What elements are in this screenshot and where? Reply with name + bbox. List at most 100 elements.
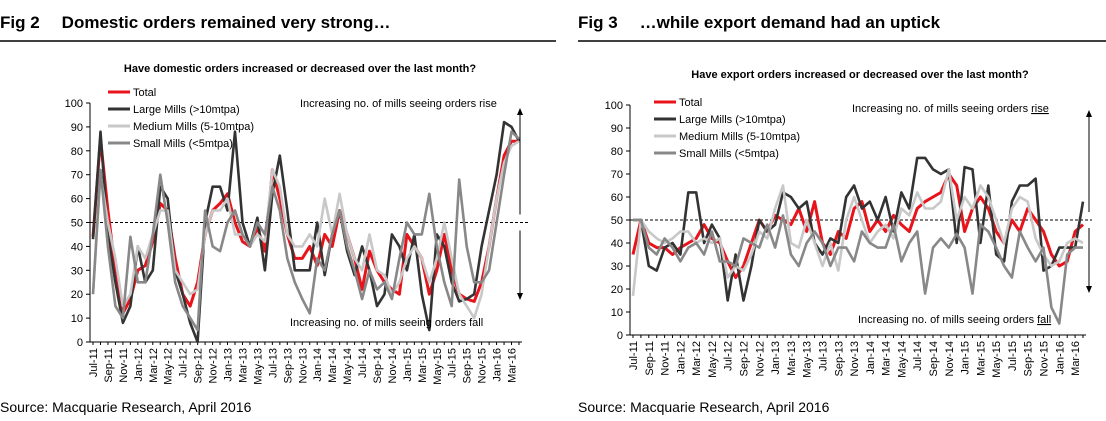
- legend-label: Total: [679, 97, 702, 109]
- fig-heading: Fig 3 …while export demand had an uptick: [578, 13, 941, 32]
- x-tick-label: Sep-14: [372, 348, 384, 383]
- y-tick-label: 90: [611, 123, 623, 135]
- y-tick-label: 80: [611, 146, 623, 158]
- y-tick-label: 100: [605, 100, 623, 112]
- text-part: Fig 3: [578, 13, 618, 32]
- x-tick-label: Nov-14: [944, 341, 956, 376]
- y-tick-label: 40: [611, 238, 623, 250]
- x-tick-label: Nov-15: [1039, 341, 1051, 376]
- legend-label: Medium Mills (5-10mtpa): [679, 131, 800, 143]
- x-tick-label: May-13: [802, 341, 814, 378]
- x-tick-label: Mar-13: [237, 348, 249, 383]
- text-part: rise: [479, 98, 497, 110]
- annotation: Increasing no. of mills seeing orders fal…: [290, 317, 483, 329]
- text-part: …while export demand had an uptick: [640, 13, 941, 32]
- x-tick-label: Jan-14: [865, 341, 877, 375]
- x-tick-label: Jul-13: [817, 341, 829, 371]
- x-tick-label: Mar-12: [148, 348, 160, 383]
- y-tick-label: 60: [71, 194, 83, 206]
- y-tick-label: 40: [71, 241, 83, 253]
- arrow-head: [517, 293, 523, 300]
- x-tick-label: Jan-14: [312, 348, 324, 382]
- x-tick-label: Sep-15: [1023, 341, 1035, 376]
- legend-label: Medium Mills (5-10mtpa): [133, 121, 254, 133]
- legend-label: Small Mills (<5mtpa): [679, 148, 779, 160]
- x-tick-label: Nov-13: [849, 341, 861, 376]
- x-tick-label: Nov-11: [118, 348, 130, 383]
- y-tick-label: 10: [611, 307, 623, 319]
- x-tick-label: Sep-12: [193, 348, 205, 383]
- x-tick-label: Sep-13: [833, 341, 845, 376]
- x-tick-label: Jul-14: [912, 341, 924, 371]
- legend-label: Large Mills (>10mtpa): [679, 114, 786, 126]
- x-tick-label: Mar-16: [507, 348, 519, 383]
- y-tick-label: 0: [77, 337, 83, 349]
- x-tick-label: Jul-11: [88, 348, 100, 377]
- x-tick-label: May-12: [163, 348, 175, 385]
- x-tick-label: Nov-11: [660, 341, 672, 376]
- y-tick-label: 70: [71, 170, 83, 182]
- text-part: rise: [1031, 103, 1049, 115]
- x-tick-label: Sep-14: [928, 341, 940, 376]
- text-part: Domestic orders remained very strong…: [62, 13, 391, 32]
- annotation: Increasing no. of mills seeing orders ris…: [852, 103, 1049, 115]
- series-line: [91, 130, 520, 332]
- series-line: [633, 214, 1083, 325]
- text-part: fall: [469, 317, 483, 329]
- x-tick-label: May-12: [707, 341, 719, 378]
- text-part: fall: [1037, 314, 1051, 326]
- y-tick-label: 50: [71, 218, 83, 230]
- text-part: Increasing no. of mills seeing orders: [858, 314, 1035, 326]
- x-tick-label: Jul-11: [628, 341, 640, 370]
- x-tick-label: May-14: [342, 348, 354, 385]
- x-tick-label: Jan-16: [1054, 341, 1066, 375]
- y-tick-label: 60: [611, 192, 623, 204]
- arrow-head: [1086, 110, 1092, 117]
- x-tick-label: Sep-13: [282, 348, 294, 383]
- x-tick-label: May-15: [432, 348, 444, 385]
- x-tick-label: Jul-14: [357, 348, 369, 378]
- x-tick-label: Sep-11: [644, 341, 656, 376]
- legend-label: Small Mills (<5mtpa): [133, 138, 233, 150]
- x-tick-label: Nov-15: [477, 348, 489, 383]
- arrow-head: [517, 108, 523, 115]
- x-tick-label: Jul-13: [267, 348, 279, 378]
- x-tick-label: Jan-16: [492, 348, 504, 382]
- x-tick-label: Nov-13: [297, 348, 309, 383]
- x-tick-label: Mar-16: [1070, 341, 1082, 376]
- text-part: Increasing no. of mills seeing orders: [300, 98, 477, 110]
- x-tick-label: Jan-12: [675, 341, 687, 375]
- y-tick-label: 80: [71, 146, 83, 158]
- y-tick-label: 70: [611, 169, 623, 181]
- source: Source: Macquarie Research, April 2016: [578, 399, 830, 415]
- chart-title: Have export orders increased or decrease…: [691, 69, 1029, 81]
- x-tick-label: May-15: [991, 341, 1003, 378]
- x-tick-label: Nov-12: [754, 341, 766, 376]
- x-tick-label: Nov-12: [208, 348, 220, 383]
- x-tick-label: Nov-14: [387, 348, 399, 383]
- x-tick-label: Jul-12: [178, 348, 190, 378]
- series-line: [91, 140, 520, 320]
- x-tick-label: Sep-11: [103, 348, 115, 383]
- y-tick-label: 20: [611, 284, 623, 296]
- x-tick-label: Jul-15: [1007, 341, 1019, 371]
- y-tick-label: 30: [71, 265, 83, 277]
- x-tick-label: Jan-15: [402, 348, 414, 382]
- y-tick-label: 10: [71, 313, 83, 325]
- x-tick-label: Mar-15: [417, 348, 429, 383]
- y-tick-label: 30: [611, 261, 623, 273]
- annotation: Increasing no. of mills seeing orders fal…: [858, 314, 1051, 326]
- source: Source: Macquarie Research, April 2016: [0, 399, 252, 415]
- text-part: Increasing no. of mills seeing orders: [852, 103, 1029, 115]
- text-part: Increasing no. of mills seeing orders: [290, 317, 467, 329]
- x-tick-label: May-14: [896, 341, 908, 378]
- legend-label: Large Mills (>10mtpa): [133, 104, 240, 116]
- chart-title: Have domestic orders increased or decrea…: [123, 63, 477, 75]
- x-tick-label: Sep-15: [462, 348, 474, 383]
- x-tick-label: Jan-15: [960, 341, 972, 375]
- x-tick-label: Mar-14: [881, 341, 893, 376]
- x-tick-label: Mar-13: [786, 341, 798, 376]
- annotation: Increasing no. of mills seeing orders ris…: [300, 98, 497, 110]
- y-tick-label: 90: [71, 122, 83, 134]
